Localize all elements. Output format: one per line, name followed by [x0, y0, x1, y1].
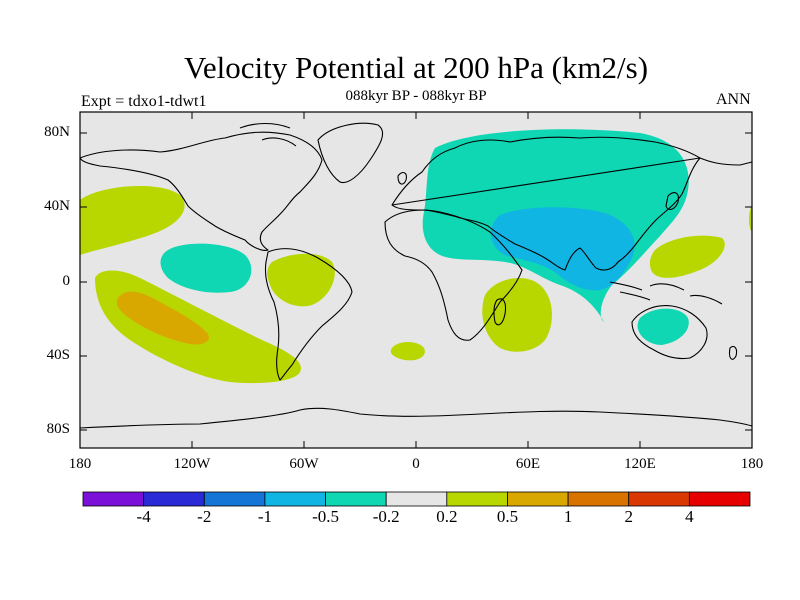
lon-label-0: 0 — [412, 456, 420, 472]
colorbar-label: 0.5 — [496, 507, 519, 526]
lat-label-40s: 40S — [46, 347, 70, 363]
coastline-eurasia — [391, 136, 753, 271]
colorbar-swatch — [628, 491, 690, 507]
axis-ticks — [79, 112, 753, 448]
coastline-indonesia — [609, 281, 723, 305]
map-subtitle: 088kyr BP - 088kyr BP — [345, 88, 487, 104]
colorbar-swatch — [688, 491, 751, 507]
coastline-arctic-islands — [239, 122, 297, 147]
colorbar-label: 0.2 — [436, 507, 458, 526]
season-label: ANN — [716, 91, 751, 108]
coastline-australia — [631, 305, 708, 360]
coastline-antarctica — [79, 407, 753, 429]
lon-label-120w: 120W — [173, 456, 211, 472]
colorbar-swatch — [82, 491, 145, 507]
contour-pos-south-indian — [482, 277, 552, 352]
lon-label-180e: 180 — [740, 456, 764, 472]
coastline-south-america — [264, 248, 353, 381]
map-title: Velocity Potential at 200 hPa (km2/s) — [183, 50, 649, 85]
lon-label-60e: 60E — [515, 456, 541, 472]
lon-label-120e: 120E — [624, 456, 656, 472]
contour-pos-west-pacific — [649, 235, 725, 278]
colorbar-swatch — [567, 491, 630, 507]
colorbar-label: -0.5 — [312, 507, 339, 526]
colorbar-label: -2 — [197, 507, 212, 526]
lat-label-80n: 80N — [44, 124, 70, 140]
contour-pos-north-pacific-west — [749, 205, 752, 232]
coastlines — [79, 122, 753, 429]
colorbar-swatch — [143, 491, 205, 507]
colorbar — [82, 491, 751, 507]
coastline-british-isles — [397, 171, 407, 185]
coastline-japan — [665, 192, 679, 211]
colorbar-label: 1 — [563, 507, 573, 526]
colorbar-label: 2 — [624, 507, 633, 526]
lat-label-0: 0 — [62, 273, 71, 289]
colorbar-swatch — [385, 491, 448, 507]
colorbar-swatch — [203, 491, 266, 507]
coastline-new-zealand — [729, 345, 738, 360]
coastline-greenland — [317, 122, 384, 184]
contour-pos-north-pacific — [80, 185, 185, 255]
lon-label-60w: 60W — [289, 456, 319, 472]
lat-label-40n: 40N — [44, 198, 70, 214]
colorbar-label: 4 — [685, 507, 694, 526]
coastline-north-america — [79, 131, 323, 251]
colorbar-label: -0.2 — [372, 507, 400, 526]
lon-label-180w: 180 — [68, 456, 92, 472]
colorbar-label: -4 — [136, 507, 151, 526]
coastline-madagascar — [493, 298, 507, 326]
colorbar-swatch — [507, 491, 569, 507]
contour-pos-south-america — [267, 253, 335, 307]
colorbar-swatch — [264, 491, 326, 507]
contour-pos-south-atlantic — [390, 342, 425, 361]
contour-neg-east-pacific — [160, 243, 252, 293]
contour-pos-south-pacific-core — [116, 291, 209, 345]
map-panel — [79, 111, 753, 449]
colorbar-swatch — [325, 491, 387, 507]
colorbar-swatch — [446, 491, 508, 507]
experiment-label: Expt = tdxo1-tdwt1 — [81, 93, 207, 110]
contour-neg-australia — [637, 308, 689, 345]
lat-label-80s: 80S — [46, 421, 70, 437]
colorbar-label: -1 — [257, 507, 272, 526]
